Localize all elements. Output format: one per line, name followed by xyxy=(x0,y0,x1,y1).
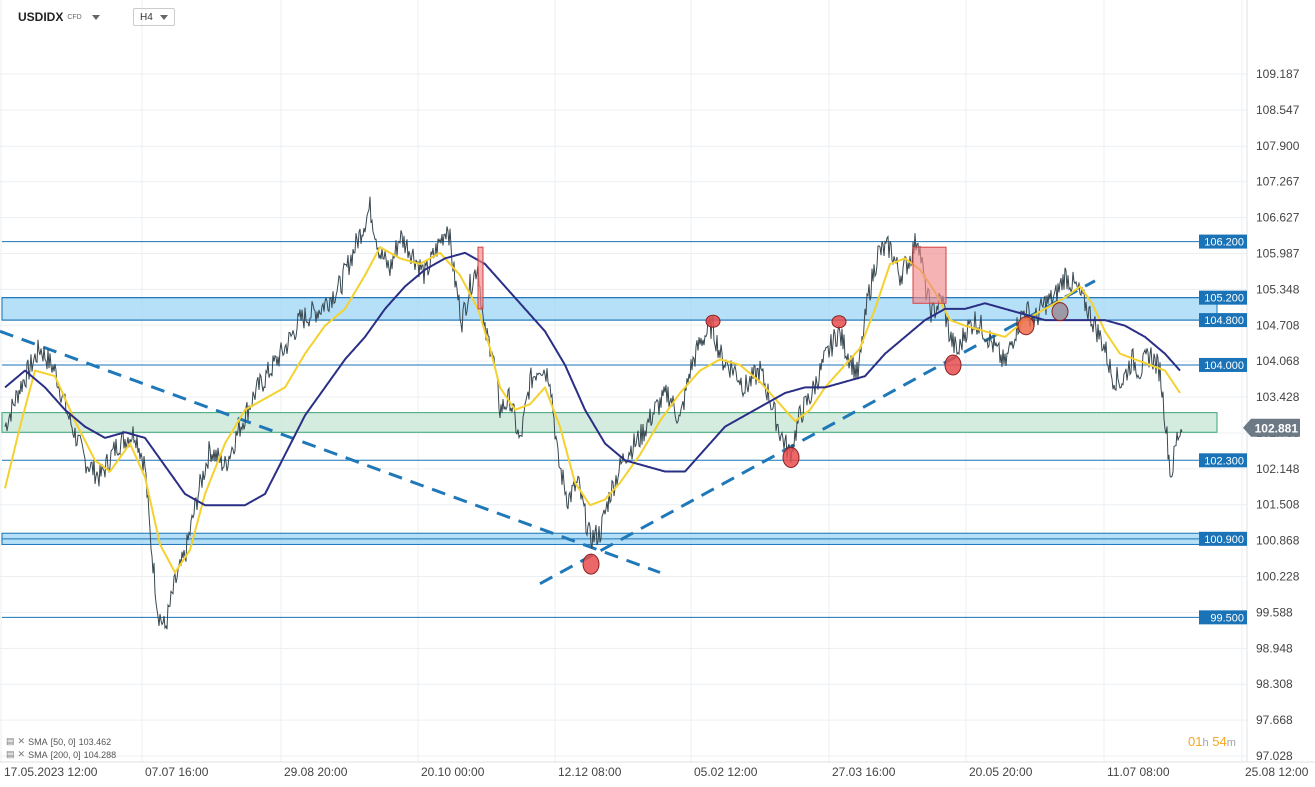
y-tick-label: 109.187 xyxy=(1256,67,1300,81)
x-tick-label: 25.08 12:00 xyxy=(1245,765,1309,779)
level-label-box xyxy=(1199,531,1247,546)
symbol-selector[interactable]: USDIDX CFD xyxy=(18,8,100,26)
legend-sma200[interactable]: ▤ ✕ SMA [200, 0] 104.288 xyxy=(6,749,116,760)
y-tick-label: 100.228 xyxy=(1256,570,1300,584)
y-tick-label: 102.148 xyxy=(1256,462,1300,476)
x-tick-label: 12.12 08:00 xyxy=(558,765,622,779)
level-label-box xyxy=(1199,453,1247,468)
level-label: 100.900 xyxy=(1204,534,1244,546)
level-label: 104.800 xyxy=(1204,315,1244,327)
sma50-series xyxy=(4,246,1181,574)
legend-label: SMA xyxy=(28,736,48,747)
series xyxy=(4,196,1183,630)
level-label-box xyxy=(1199,357,1247,372)
level-label: 99.500 xyxy=(1210,612,1244,624)
list-icon: ▤ xyxy=(6,736,15,746)
x-axis: 17.05.2023 12:00 07.07 16:00 29.08 20:00 20… xyxy=(4,765,1309,779)
symbol-name: USDIDX xyxy=(18,10,64,24)
x-tick-label: 27.03 16:00 xyxy=(832,765,896,779)
timer-hours-unit: h xyxy=(1202,737,1209,749)
signal-marker xyxy=(1051,302,1069,322)
candle-timer: 01h 54m xyxy=(1188,734,1236,749)
timeframe-selector[interactable]: H4 xyxy=(133,8,175,26)
signal-marker xyxy=(705,314,721,328)
x-tick-label: 20.10 00:00 xyxy=(421,765,485,779)
legend-params: [50, 0] xyxy=(50,736,76,747)
legend-value: 104.288 xyxy=(83,749,117,760)
y-tick-label: 100.868 xyxy=(1256,534,1300,548)
last-price-label: 102.881 xyxy=(1255,422,1299,436)
level-label: 104.000 xyxy=(1204,360,1244,372)
price-series xyxy=(4,196,1183,630)
legend-params: [200, 0] xyxy=(50,749,81,760)
chevron-down-icon xyxy=(160,14,168,20)
trendline xyxy=(539,279,1096,586)
y-tick-label: 106.627 xyxy=(1256,211,1300,225)
legend-label: SMA xyxy=(28,749,48,760)
close-icon[interactable]: ✕ xyxy=(17,736,26,746)
timer-minutes-unit: m xyxy=(1226,737,1236,749)
signal-marker xyxy=(831,315,847,329)
close-icon[interactable]: ✕ xyxy=(17,749,26,759)
y-tick-label: 108.547 xyxy=(1256,103,1300,117)
signal-marker xyxy=(782,447,800,469)
timeframe-label: H4 xyxy=(140,11,153,23)
y-tick-label: 105.348 xyxy=(1256,282,1300,296)
y-tick-label: 104.068 xyxy=(1256,354,1300,368)
level-label-box xyxy=(1199,610,1247,625)
signal-marker xyxy=(582,553,600,575)
timer-minutes: 54 xyxy=(1212,734,1227,749)
level-label-box xyxy=(1199,290,1247,305)
legend-sma50[interactable]: ▤ ✕ SMA [50, 0] 103.462 xyxy=(6,736,111,747)
y-tick-label: 105.987 xyxy=(1256,247,1300,261)
x-tick-label: 17.05.2023 12:00 xyxy=(4,765,98,779)
y-tick-label: 99.588 xyxy=(1256,605,1293,619)
level-label: 106.200 xyxy=(1204,237,1244,249)
list-icon: ▤ xyxy=(6,749,15,759)
y-tick-label: 101.508 xyxy=(1256,498,1300,512)
y-axis: 109.187 108.547 107.900 107.267 106.627 105.9… xyxy=(1256,67,1300,763)
y-tick-label: 107.900 xyxy=(1256,139,1300,153)
annotations xyxy=(477,246,1069,575)
legend-value: 103.462 xyxy=(78,736,112,747)
y-tick-label: 97.668 xyxy=(1256,713,1293,727)
chart-grid xyxy=(0,0,1315,763)
zones xyxy=(1,297,1218,545)
y-tick-label: 98.308 xyxy=(1256,677,1293,691)
level-labels: 106.200 105.200 104.800 104.000 102.300 100.9… xyxy=(1199,234,1300,625)
x-tick-label: 05.02 12:00 xyxy=(694,765,758,779)
zone-band xyxy=(1,412,1218,433)
y-tick-label: 98.948 xyxy=(1256,641,1293,655)
symbol-type: CFD xyxy=(67,13,82,21)
y-tick-label: 107.267 xyxy=(1256,175,1300,189)
signal-marker xyxy=(944,354,962,376)
y-tick-label: 103.428 xyxy=(1256,390,1300,404)
highlight-rect xyxy=(912,246,947,304)
x-tick-label: 07.07 16:00 xyxy=(145,765,209,779)
timer-hours: 01 xyxy=(1188,734,1203,749)
trendline xyxy=(0,329,661,574)
highlight-rect xyxy=(477,246,484,310)
y-tick-label: 97.028 xyxy=(1256,749,1293,763)
x-tick-label: 20.05 20:00 xyxy=(969,765,1033,779)
x-tick-label: 11.07 08:00 xyxy=(1107,765,1170,779)
sma200-series xyxy=(4,251,1181,507)
level-label-box xyxy=(1199,234,1247,249)
x-tick-label: 29.08 20:00 xyxy=(284,765,348,779)
trendlines xyxy=(0,279,1096,586)
y-tick-label: 104.708 xyxy=(1256,318,1300,332)
signal-marker xyxy=(1017,316,1035,336)
level-label: 105.200 xyxy=(1204,293,1244,305)
level-label: 102.300 xyxy=(1204,455,1244,467)
last-price-tag xyxy=(1243,418,1300,437)
level-label-box xyxy=(1199,313,1247,328)
chevron-down-icon xyxy=(91,14,100,20)
